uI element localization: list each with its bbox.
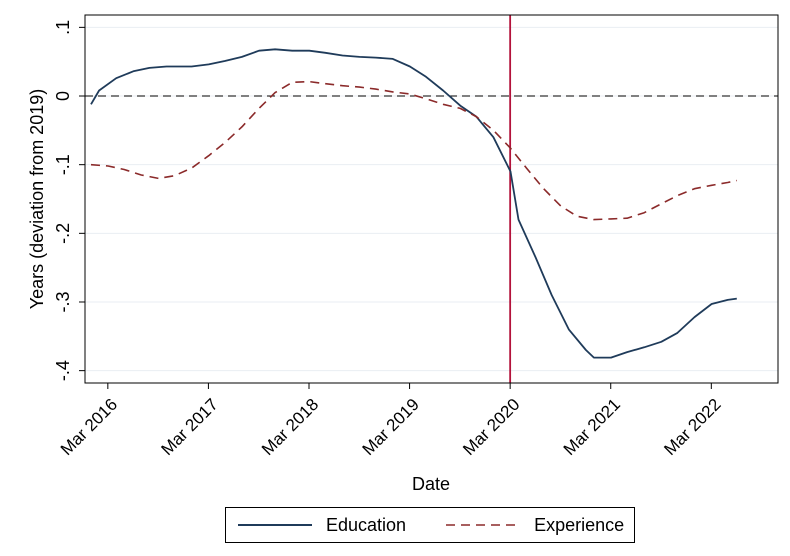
y-axis-label: Years (deviation from 2019) [27, 89, 47, 309]
legend-item-education: Education [238, 515, 406, 536]
x-tick-label: Mar 2016 [57, 395, 121, 459]
y-tick-label: .1 [53, 20, 73, 35]
legend-label-experience: Experience [534, 514, 625, 535]
y-tick-label: -.4 [53, 360, 73, 381]
legend: Education Experience [225, 507, 635, 543]
series-lines [90, 48, 737, 359]
y-tick-label: -.1 [53, 154, 73, 175]
gridlines [85, 26, 778, 372]
reference-lines [85, 15, 778, 383]
plot-frame [84, 14, 779, 384]
legend-swatch-experience [446, 524, 521, 526]
series-line-experience [90, 80, 737, 221]
x-tick-label: Mar 2019 [359, 395, 423, 459]
y-tick-label: -.3 [53, 291, 73, 312]
x-tick-label: Mar 2022 [660, 395, 724, 459]
x-axis-label: Date [412, 474, 450, 494]
y-tick-label: 0 [53, 91, 73, 101]
x-tick-label: Mar 2020 [459, 395, 523, 459]
x-tick-label: Mar 2018 [258, 395, 322, 459]
legend-item-experience: Experience [446, 515, 624, 536]
x-tick-label: Mar 2017 [158, 395, 222, 459]
x-axis: Mar 2016 Mar 2017 Mar 2018 Mar 2019 Mar 2020… [57, 383, 725, 459]
legend-swatch-education [238, 524, 312, 526]
y-axis: .1 0 -.1 -.2 -.3 -.4 [53, 20, 85, 381]
legend-label-education: Education [326, 514, 407, 535]
y-tick-label: -.2 [53, 223, 73, 244]
x-tick-label: Mar 2021 [560, 395, 624, 459]
series-line-education [90, 48, 737, 359]
